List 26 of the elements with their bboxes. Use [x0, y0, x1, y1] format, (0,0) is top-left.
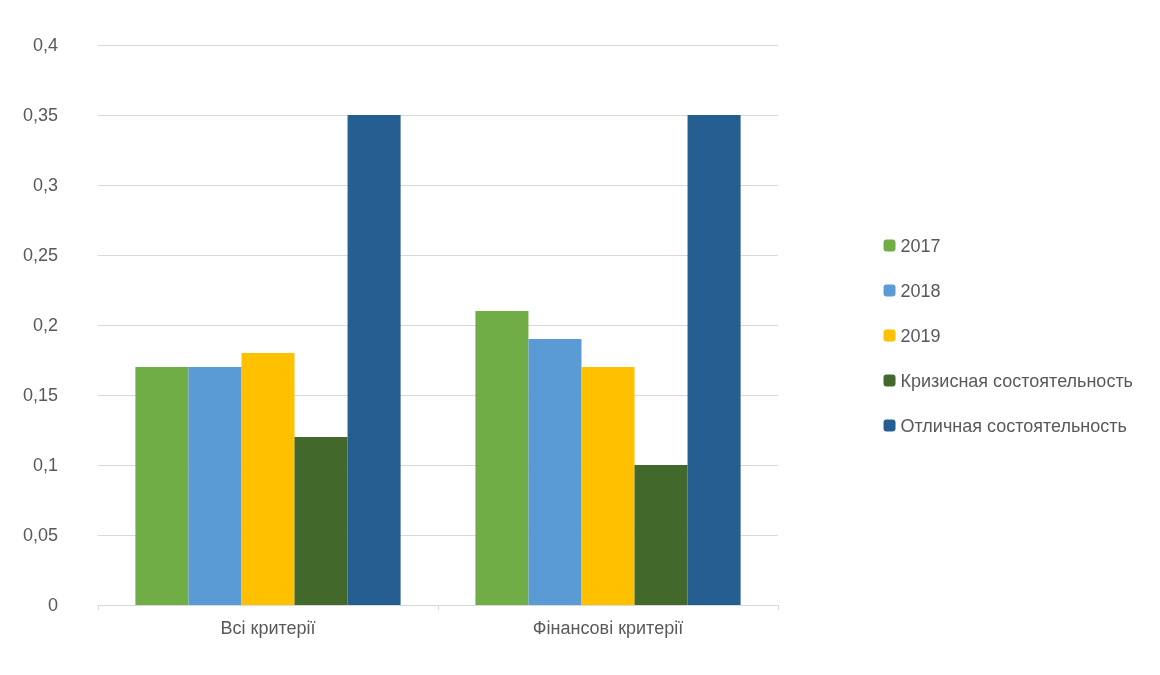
y-tick-label: 0,05 [22, 525, 58, 545]
bar [687, 115, 741, 605]
y-tick-label: 0,35 [22, 105, 58, 125]
bar [347, 115, 401, 605]
y-tick-label: 0,2 [32, 315, 58, 335]
x-tick-label: Всі критерії [220, 618, 316, 638]
y-tick-label: 0,1 [32, 455, 58, 475]
y-tick-label: 0,3 [32, 175, 58, 195]
y-tick-label: 0,4 [32, 35, 58, 55]
legend-label: 2017 [900, 235, 941, 256]
bar [634, 465, 688, 605]
bar [188, 367, 242, 605]
bar [294, 437, 348, 605]
y-tick-label: 0,25 [22, 245, 58, 265]
legend-label: Отличная состоятельность [900, 415, 1127, 436]
y-tick-label: 0,15 [22, 385, 58, 405]
bar [475, 311, 529, 605]
bar [528, 339, 582, 605]
y-tick-label: 0 [47, 595, 58, 615]
legend-label: 2018 [900, 280, 941, 301]
legend-label: 2019 [900, 325, 941, 346]
bar [135, 367, 189, 605]
legend-label: Кризисная состоятельность [900, 370, 1133, 391]
bar [581, 367, 635, 605]
bar [241, 353, 295, 605]
x-tick-label: Фінансові критерії [532, 618, 684, 638]
